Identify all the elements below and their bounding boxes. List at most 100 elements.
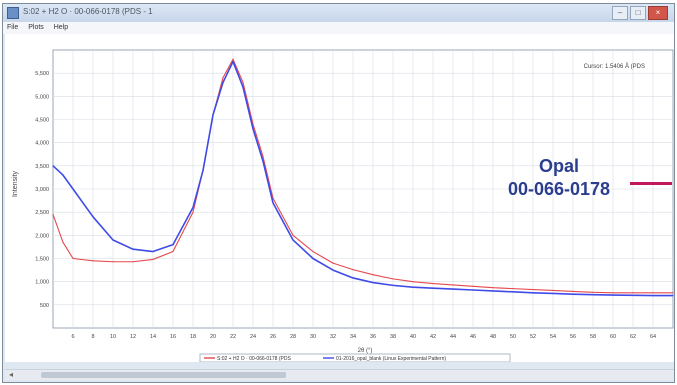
reference-point [92, 260, 94, 262]
title-bar: S:02 + H2 O · 00-066-0178 (PDS - 1 – □ × [3, 4, 674, 22]
app-icon [7, 7, 19, 19]
x-tick-label: 30 [310, 334, 316, 340]
reference-point [132, 261, 134, 263]
experimental-point [572, 293, 574, 295]
experimental-point [532, 292, 534, 294]
menu-plots[interactable]: Plots [28, 24, 44, 31]
y-tick-label: 5,500 [35, 71, 49, 77]
maximize-button[interactable]: □ [630, 6, 646, 20]
reference-point [452, 284, 454, 286]
reference-point [62, 241, 64, 243]
experimental-point [192, 206, 194, 209]
experimental-point [222, 81, 224, 84]
experimental-point [472, 289, 474, 291]
x-tick-label: 60 [610, 334, 616, 340]
reference-point [552, 289, 554, 292]
x-axis-label: 2θ (°) [358, 348, 373, 354]
x-tick-label: 20 [210, 334, 216, 340]
menu-file[interactable]: File [7, 24, 19, 31]
x-tick-label: 36 [370, 334, 376, 340]
y-tick-label: 500 [40, 303, 49, 309]
tick-labels: 6 8 10 12 14 16 18 20 22 24 26 28 30 32 34 36 38 40 42 44 46… [35, 71, 656, 340]
y-tick-label: 2,000 [35, 233, 49, 239]
y-tick-label: 3,000 [35, 187, 49, 193]
y-axis-label: Intensity [12, 170, 19, 197]
grid [53, 50, 673, 328]
legend: S:02 + H2 O · 00-066-0178 (PDS 01-2016_o… [199, 353, 511, 363]
experimental-point [92, 216, 94, 218]
reference-point [72, 257, 74, 260]
experimental-point [112, 239, 114, 241]
reference-point [572, 290, 574, 292]
reference-point [632, 292, 634, 294]
reference-point [672, 292, 674, 294]
x-tick-label: 58 [590, 334, 596, 340]
experimental-point [652, 294, 654, 297]
experimental-point [592, 294, 594, 296]
experimental-point [352, 277, 354, 279]
x-tick-label: 64 [650, 334, 656, 340]
experimental-point [632, 294, 634, 296]
experimental-point [262, 160, 264, 162]
scroll-left-arrow-icon[interactable]: ◂ [9, 370, 14, 379]
plot-area: 6 8 10 12 14 16 18 20 22 24 26 28 30 32 34 36 38 40 42 44 46… [5, 34, 674, 363]
x-tick-label: 62 [630, 334, 636, 340]
experimental-point [412, 286, 414, 288]
experimental-point [312, 257, 314, 260]
legend-label-reference: S:02 + H2 O · 00-066-0178 (PDS [217, 356, 291, 362]
experimental-point [672, 294, 674, 297]
minimize-button[interactable]: – [612, 6, 628, 20]
x-tick-label: 38 [390, 334, 396, 340]
experimental-point [272, 202, 274, 204]
x-tick-label: 28 [290, 334, 296, 340]
x-tick-label: 48 [490, 334, 496, 340]
x-tick-label: 16 [170, 334, 176, 340]
experimental-point [372, 281, 374, 284]
experimental-point [492, 290, 494, 292]
x-tick-label: 18 [190, 334, 196, 340]
experimental-point [132, 248, 134, 250]
reference-point [392, 278, 394, 280]
x-tick-label: 52 [530, 334, 536, 340]
x-tick-label: 24 [250, 334, 256, 340]
x-tick-label: 54 [550, 334, 556, 340]
scroll-thumb[interactable] [41, 372, 286, 378]
reference-point [412, 281, 414, 283]
reference-point [232, 58, 234, 60]
cursor-wavelength-label: Cursor: 1.5406 Å (PDS [584, 63, 645, 70]
reference-point [172, 250, 174, 253]
horizontal-scrollbar[interactable]: ◂ [5, 369, 674, 380]
reference-point [352, 269, 354, 271]
x-tick-label: 22 [230, 334, 236, 340]
callout-code: 00-066-0178 [507, 179, 611, 199]
experimental-point [242, 86, 244, 88]
reference-point [52, 213, 54, 216]
experimental-point [452, 288, 454, 290]
experimental-point [292, 239, 294, 241]
x-tick-label: 42 [430, 334, 436, 340]
x-tick-label: 56 [570, 334, 576, 340]
experimental-point [232, 60, 234, 63]
window-controls: – □ × [612, 6, 668, 20]
xrd-chart: 6 8 10 12 14 16 18 20 22 24 26 28 30 32 34 36 38 40 42 44 46… [12, 49, 674, 363]
y-tick-label: 5,000 [35, 94, 49, 100]
y-tick-label: 4,500 [35, 118, 49, 124]
experimental-point [62, 174, 64, 176]
x-tick-label: 8 [91, 334, 94, 340]
reference-point [512, 288, 514, 290]
experimental-point [552, 292, 554, 295]
x-tick-label: 6 [71, 334, 74, 340]
experimental-point [512, 291, 514, 293]
y-tick-label: 1,500 [35, 257, 49, 263]
experimental-point [212, 114, 214, 116]
menu-bar: File Plots Help [3, 22, 674, 34]
reference-point [242, 81, 244, 84]
menu-help[interactable]: Help [53, 24, 69, 31]
opal-callout: Opal 00-066-0178 [372, 156, 672, 220]
x-tick-label: 46 [470, 334, 476, 340]
x-tick-label: 40 [410, 334, 416, 340]
app-window: S:02 + H2 O · 00-066-0178 (PDS - 1 – □ ×… [2, 3, 675, 383]
x-tick-label: 32 [330, 334, 336, 340]
experimental-point [172, 244, 174, 246]
close-button[interactable]: × [648, 6, 668, 20]
